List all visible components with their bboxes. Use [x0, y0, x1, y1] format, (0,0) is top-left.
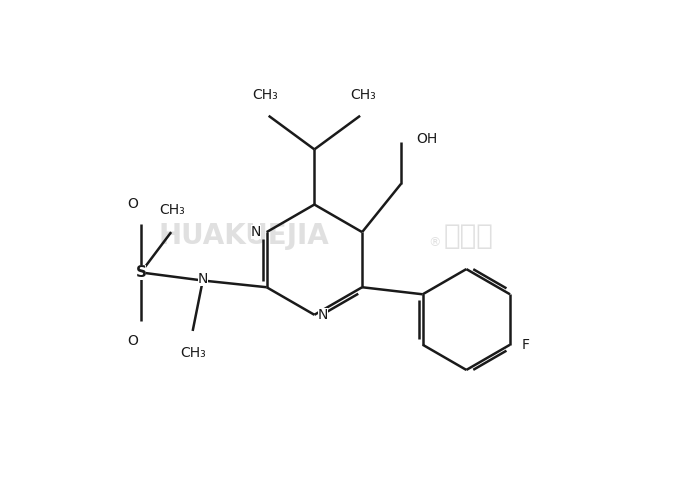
Text: S: S	[136, 265, 146, 280]
Text: F: F	[522, 338, 530, 352]
Text: N: N	[198, 272, 208, 286]
Text: O: O	[127, 334, 139, 348]
Text: OH: OH	[416, 132, 437, 146]
Text: CH₃: CH₃	[253, 88, 278, 103]
Text: HUAKUEJIA: HUAKUEJIA	[159, 222, 329, 250]
Text: N: N	[318, 308, 328, 322]
Text: 化学加: 化学加	[444, 222, 494, 250]
Text: N: N	[251, 225, 261, 239]
Text: ®: ®	[429, 236, 441, 249]
Text: CH₃: CH₃	[180, 346, 205, 360]
Text: CH₃: CH₃	[351, 88, 377, 103]
Text: O: O	[127, 196, 139, 211]
Text: CH₃: CH₃	[159, 203, 185, 217]
